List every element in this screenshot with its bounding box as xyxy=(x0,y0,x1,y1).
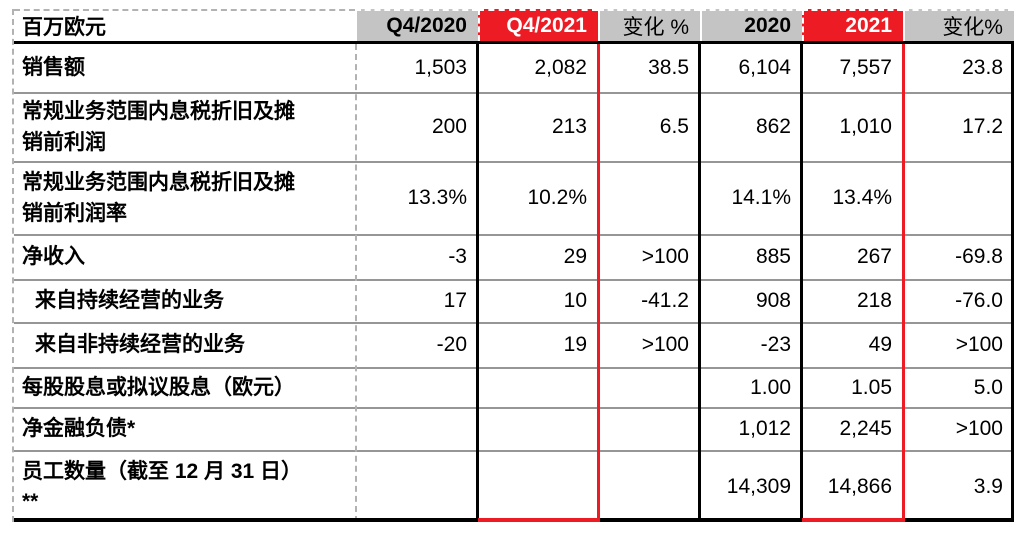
row-label: 员工数量（截至 12 月 31 日）** xyxy=(22,459,303,513)
cell-value: 267 xyxy=(856,245,892,269)
table-row: 常规业务范围内息税折旧及摊销前利润率 13.3% 10.2% 14.1% 13.4% xyxy=(14,161,1014,234)
divider-label-column xyxy=(355,44,357,522)
cell-value: 13.3% xyxy=(407,186,467,210)
cell-value: 1,012 xyxy=(738,417,791,441)
cell-value: 908 xyxy=(755,289,791,313)
table-header-row: 百万欧元 Q4/2020 Q4/2021 变化 % 2020 2021 变化% xyxy=(14,9,1014,44)
cell-value: 38.5 xyxy=(648,55,689,79)
cell-value: 14.1% xyxy=(731,186,791,210)
row-label: 每股股息或拟议股息（欧元） xyxy=(22,375,295,399)
cell-value: >100 xyxy=(955,417,1003,441)
cell-value xyxy=(598,452,700,522)
cell-value: 14,309 xyxy=(726,474,791,498)
cell-value: 3.9 xyxy=(973,474,1003,498)
cell-value: 213 xyxy=(551,115,587,139)
cell-value: 7,557 xyxy=(839,55,892,79)
cell-value: -3 xyxy=(448,245,467,269)
column-header-fy-2021: 2021 xyxy=(802,9,903,41)
cell-value xyxy=(478,369,598,407)
table-row: 员工数量（截至 12 月 31 日）** 14,309 14,866 3.9 xyxy=(14,450,1014,522)
cell-value: 1.00 xyxy=(750,375,791,399)
cell-value xyxy=(478,409,598,450)
cell-value: -23 xyxy=(760,333,791,357)
divider-q4-2020 xyxy=(476,44,479,522)
cell-value: 6.5 xyxy=(659,115,689,139)
cell-value: 13.4% xyxy=(832,186,892,210)
cell-value: >100 xyxy=(641,333,689,357)
cell-value xyxy=(478,452,598,522)
cell-value: -69.8 xyxy=(955,245,1003,269)
cell-value: -76.0 xyxy=(955,289,1003,313)
cell-value: 2,245 xyxy=(839,417,892,441)
cell-value: 1,503 xyxy=(414,55,467,79)
table-row: 常规业务范围内息税折旧及摊销前利润 200 213 6.5 862 1,010 17.2 xyxy=(14,92,1014,161)
table-body: 销售额 1,503 2,082 38.5 6,104 7,557 23.8 常规业务范围内息税… xyxy=(14,44,1014,522)
cell-value xyxy=(355,452,478,522)
cell-value: 23.8 xyxy=(962,55,1003,79)
cell-value: >100 xyxy=(641,245,689,269)
cell-value xyxy=(903,163,1014,234)
row-label: 来自非持续经营的业务 xyxy=(35,333,245,357)
financial-results-table: 百万欧元 Q4/2020 Q4/2021 变化 % 2020 2021 变化% 销售额 1,… xyxy=(12,9,1014,522)
cell-value: 29 xyxy=(563,245,587,269)
unit-label: 百万欧元 xyxy=(14,9,355,41)
cell-value: 218 xyxy=(856,289,892,313)
cell-value: -20 xyxy=(436,333,467,357)
cell-value: 19 xyxy=(563,333,587,357)
divider-2021-red xyxy=(902,44,905,522)
cell-value xyxy=(598,409,700,450)
cell-value: 200 xyxy=(431,115,467,139)
cell-value: 862 xyxy=(755,115,791,139)
cell-value: 10.2% xyxy=(527,186,587,210)
bottom-border-red-2021 xyxy=(802,518,903,522)
table-row: 净收入 -3 29 >100 885 267 -69.8 xyxy=(14,234,1014,279)
cell-value: -41.2 xyxy=(641,289,689,313)
cell-value: 49 xyxy=(868,333,892,357)
cell-value: 1,010 xyxy=(839,115,892,139)
cell-value: 6,104 xyxy=(738,55,791,79)
cell-value: >100 xyxy=(955,333,1003,357)
column-header-change-pct-year: 变化% xyxy=(903,9,1014,41)
table-right-border xyxy=(1011,44,1014,522)
cell-value xyxy=(355,409,478,450)
column-header-q4-2020: Q4/2020 xyxy=(355,9,478,41)
row-label: 常规业务范围内息税折旧及摊销前利润率 xyxy=(22,171,295,225)
cell-value: 885 xyxy=(755,245,791,269)
cell-value: 2,082 xyxy=(534,55,587,79)
row-label: 常规业务范围内息税折旧及摊销前利润 xyxy=(22,100,295,154)
cell-value xyxy=(355,369,478,407)
cell-value: 1.05 xyxy=(851,375,892,399)
cell-value xyxy=(598,163,700,234)
column-header-fy-2020: 2020 xyxy=(700,9,802,41)
cell-value: 14,866 xyxy=(827,474,892,498)
cell-value: 10 xyxy=(563,289,587,313)
cell-value: 17.2 xyxy=(962,115,1003,139)
cell-value: 17 xyxy=(443,289,467,313)
column-header-q4-2021: Q4/2021 xyxy=(478,9,598,41)
divider-q4-2021-red xyxy=(597,44,600,522)
cell-value: 5.0 xyxy=(973,375,1003,399)
column-header-change-pct-quarter: 变化 % xyxy=(598,9,700,41)
row-label: 来自持续经营的业务 xyxy=(35,289,224,313)
divider-2020 xyxy=(800,44,803,522)
table-row: 来自非持续经营的业务 -20 19 >100 -23 49 >100 xyxy=(14,322,1014,367)
row-label: 销售额 xyxy=(22,55,85,79)
table-row: 销售额 1,503 2,082 38.5 6,104 7,557 23.8 xyxy=(14,44,1014,92)
table-row: 净金融负债* 1,012 2,245 >100 xyxy=(14,407,1014,450)
row-label: 净收入 xyxy=(22,245,85,269)
cell-value xyxy=(598,369,700,407)
table-row: 每股股息或拟议股息（欧元） 1.00 1.05 5.0 xyxy=(14,367,1014,407)
table-row: 来自持续经营的业务 17 10 -41.2 908 218 -76.0 xyxy=(14,279,1014,322)
row-label: 净金融负债* xyxy=(22,417,136,441)
divider-change-q xyxy=(698,44,701,522)
bottom-border-red-q4-2021 xyxy=(478,518,598,522)
